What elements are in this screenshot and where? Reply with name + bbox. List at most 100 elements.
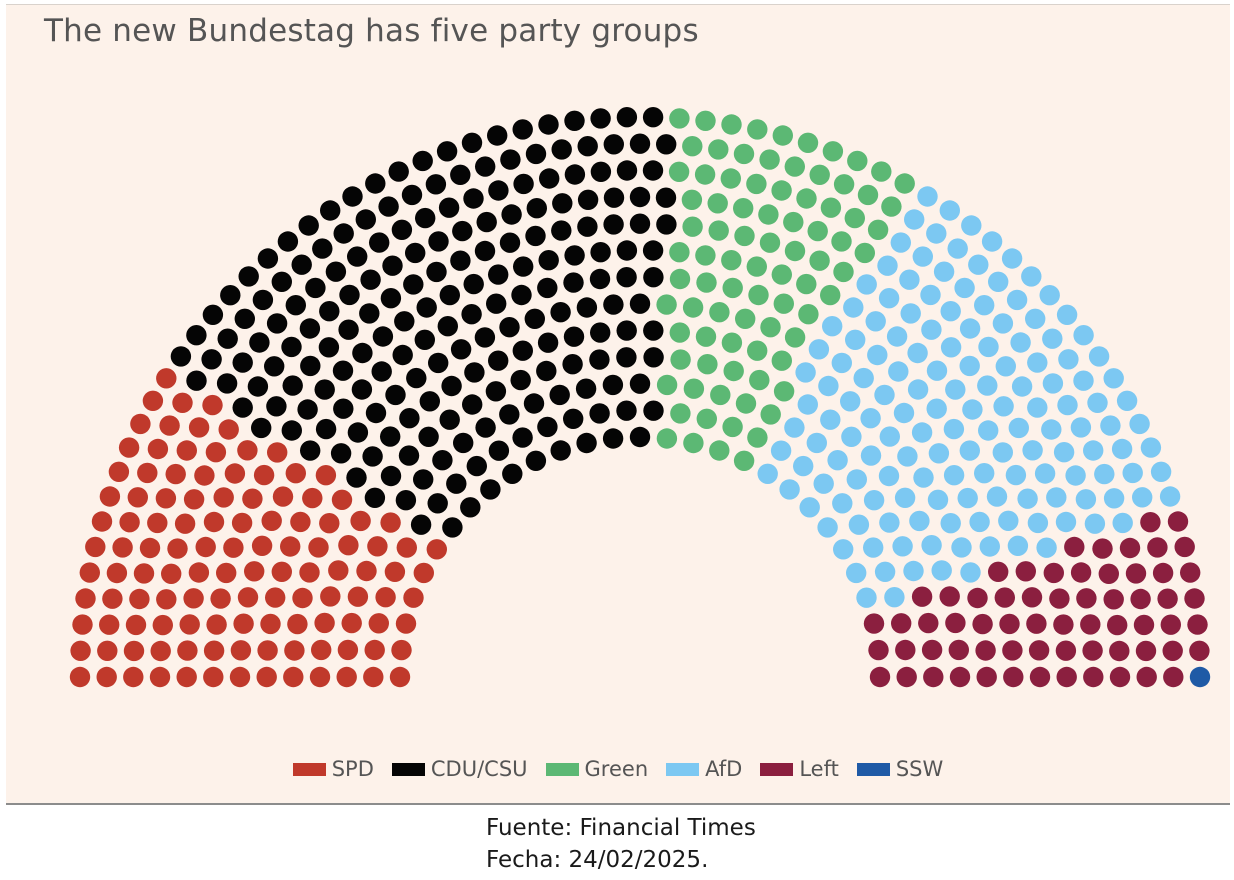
seat-cdu-csu — [590, 108, 611, 129]
seat-spd — [118, 437, 140, 458]
seat-spd — [183, 489, 205, 510]
seat-cdu-csu — [369, 232, 390, 253]
seat-cdu-csu — [488, 264, 509, 285]
seat-cdu-csu — [291, 254, 312, 275]
seat-green — [668, 161, 690, 182]
seat-afd — [954, 277, 975, 299]
seat-afd — [884, 587, 905, 608]
seat-cdu-csu — [419, 391, 440, 412]
seat-afd — [1084, 513, 1106, 534]
seat-cdu-csu — [439, 284, 460, 306]
seat-cdu-csu — [217, 328, 238, 349]
date-line: Fecha: 24/02/2025. — [486, 847, 709, 873]
seat-green — [773, 381, 795, 402]
seat-afd — [867, 344, 888, 366]
seat-cdu-csu — [550, 440, 571, 461]
seat-afd — [1021, 266, 1042, 287]
seat-cdu-csu — [642, 160, 664, 181]
seat-spd — [161, 563, 182, 584]
seat-left — [911, 586, 933, 607]
seat-spd — [265, 587, 286, 608]
seat-afd — [1111, 438, 1133, 460]
seat-afd — [770, 440, 792, 461]
seat-spd — [165, 463, 186, 485]
seat-cdu-csu — [427, 493, 448, 514]
seat-green — [758, 204, 779, 225]
seat-spd — [123, 666, 144, 688]
seat-afd — [843, 297, 864, 318]
seat-cdu-csu — [512, 427, 533, 448]
seat-afd — [940, 301, 961, 322]
seat-cdu-csu — [398, 445, 420, 466]
seat-left — [994, 587, 1015, 608]
seat-afd — [931, 560, 952, 581]
legend-label: Green — [584, 757, 649, 781]
seat-spd — [218, 419, 239, 440]
seat-cdu-csu — [656, 134, 677, 155]
seat-afd — [893, 402, 915, 424]
seat-afd — [962, 399, 983, 420]
seat-cdu-csu — [525, 450, 547, 471]
seat-afd — [911, 422, 933, 443]
seat-cdu-csu — [603, 187, 625, 208]
seat-afd — [1041, 419, 1062, 440]
seat-afd — [894, 487, 916, 508]
seat-cdu-csu — [330, 443, 352, 464]
seat-afd — [820, 409, 841, 430]
seat-green — [683, 378, 705, 399]
seat-green — [707, 193, 728, 214]
seat-left — [1082, 640, 1103, 661]
seat-left — [1015, 561, 1036, 582]
seat-green — [656, 374, 678, 396]
seat-spd — [363, 666, 384, 688]
seat-spd — [216, 562, 237, 584]
seat-spd — [174, 513, 196, 534]
seat-cdu-csu — [538, 114, 559, 135]
seat-cdu-csu — [629, 186, 651, 208]
seat-afd — [928, 443, 950, 464]
seat-cdu-csu — [512, 119, 533, 140]
seat-spd — [205, 442, 227, 463]
seat-green — [709, 440, 730, 461]
seat-green — [733, 198, 754, 219]
seat-cdu-csu — [464, 362, 485, 383]
seat-green — [871, 161, 892, 182]
seat-afd — [998, 510, 1019, 531]
seat-afd — [860, 408, 881, 429]
seat-afd — [848, 514, 870, 535]
seat-cdu-csu — [271, 271, 292, 292]
seat-green — [683, 432, 704, 454]
seat-green — [694, 164, 716, 185]
seat-green — [844, 207, 865, 229]
seat-cdu-csu — [388, 161, 409, 182]
seat-cdu-csu — [257, 248, 279, 269]
seat-green — [747, 119, 768, 140]
seat-cdu-csu — [238, 266, 259, 287]
seat-green — [783, 211, 804, 233]
seat-afd — [1065, 465, 1086, 486]
seat-afd — [979, 536, 1000, 557]
seat-cdu-csu — [563, 326, 585, 347]
seat-green — [682, 136, 703, 157]
seat-cdu-csu — [564, 110, 585, 131]
seat-afd — [877, 255, 898, 276]
seat-afd — [863, 490, 885, 511]
seat-left — [895, 639, 916, 661]
seat-cdu-csu — [590, 161, 612, 182]
seat-afd — [856, 587, 877, 608]
seat-left — [1049, 588, 1070, 609]
seat-cdu-csu — [552, 193, 573, 214]
seat-left — [939, 586, 960, 607]
seat-spd — [338, 535, 359, 556]
seat-spd — [395, 613, 417, 634]
seat-left — [896, 666, 917, 688]
seat-green — [682, 216, 703, 237]
seat-afd — [832, 493, 853, 514]
seat-spd — [283, 666, 304, 688]
seat-spd — [195, 536, 216, 558]
seat-cdu-csu — [314, 379, 335, 400]
seat-afd — [927, 489, 949, 510]
seat-spd — [108, 461, 130, 482]
seat-afd — [995, 356, 1016, 377]
legend-swatch — [391, 762, 425, 776]
